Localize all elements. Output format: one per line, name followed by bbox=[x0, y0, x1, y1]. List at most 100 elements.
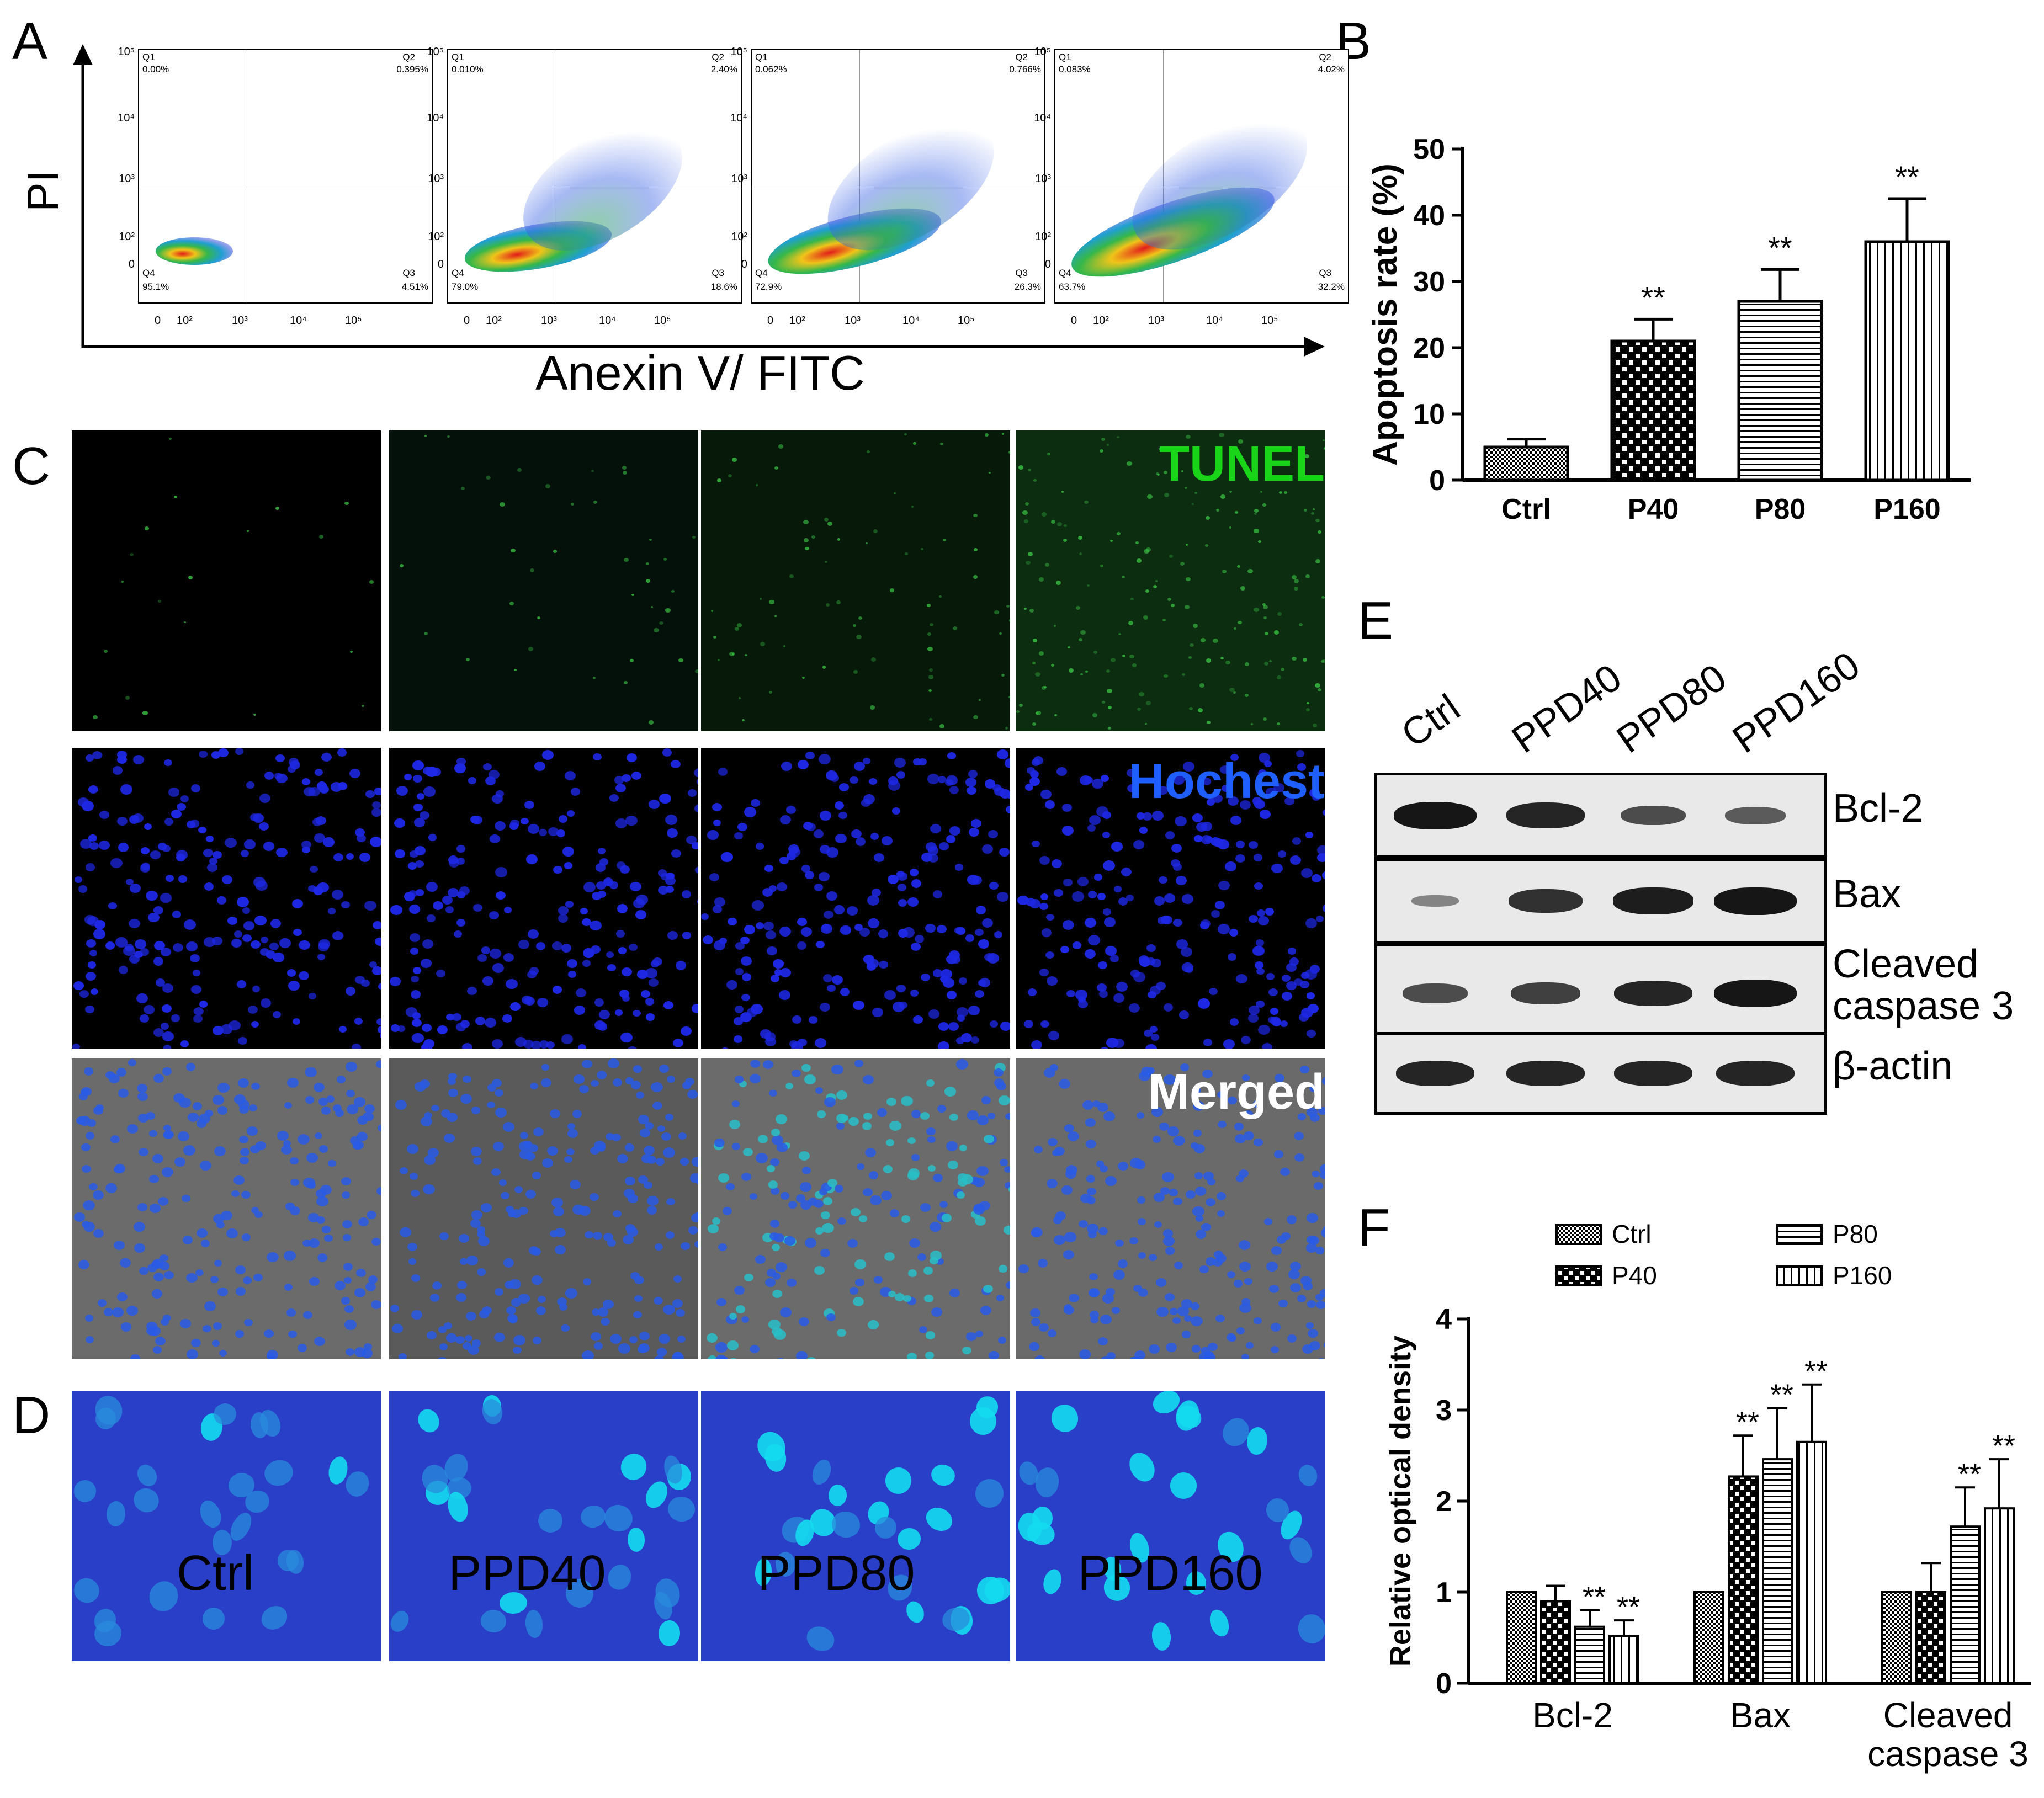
f-legend-swatch bbox=[1555, 1265, 1602, 1286]
f-bar bbox=[1728, 1475, 1759, 1684]
quadrant-q3: 26.3% bbox=[1014, 281, 1041, 292]
f-significance: ** bbox=[1617, 1590, 1640, 1624]
panel-a-y-axis-label: PI bbox=[18, 170, 67, 212]
f-y-tick-label: 3 bbox=[1436, 1395, 1452, 1427]
quadrant-q4: 79.0% bbox=[452, 281, 479, 292]
quadrant-q2-label: Q2 bbox=[1319, 52, 1331, 62]
micrograph-tunel bbox=[1016, 430, 1325, 731]
flow-plot: Q1 0.010% Q2 2.40% Q3 18.6% Q4 79.0% bbox=[447, 49, 742, 304]
quadrant-q2-label: Q2 bbox=[402, 52, 415, 62]
condition-label-ppd160: PPD160 bbox=[1077, 1546, 1263, 1601]
condition-label-ppd40: PPD40 bbox=[448, 1546, 606, 1601]
b-y-tick-label: 10 bbox=[1413, 398, 1445, 430]
b-bar bbox=[1483, 445, 1569, 482]
quadrant-q2-label: Q2 bbox=[712, 52, 724, 62]
blot-band bbox=[1614, 1060, 1692, 1087]
quadrant-q2: 2.40% bbox=[710, 64, 737, 75]
flow-y-tick: 10⁴ bbox=[730, 112, 747, 124]
flow-y-tick: 10⁴ bbox=[1034, 112, 1051, 124]
f-legend-label: P80 bbox=[1833, 1220, 1878, 1248]
f-significance: ** bbox=[1804, 1355, 1828, 1388]
blot-label: Cleaved caspase 3 bbox=[1833, 942, 2014, 1028]
flow-x-tick: 10⁵ bbox=[345, 315, 362, 327]
flow-x-tick: 10⁴ bbox=[1206, 315, 1223, 327]
f-category-label: caspase 3 bbox=[1867, 1734, 2029, 1774]
quadrant-q4-label: Q4 bbox=[755, 268, 768, 278]
f-significance: ** bbox=[1770, 1379, 1793, 1412]
b-bar bbox=[1864, 240, 1950, 482]
condition-label-ppd80: PPD80 bbox=[757, 1546, 915, 1601]
quadrant-q2: 0.395% bbox=[396, 64, 428, 75]
flow-x-tick: 10⁵ bbox=[958, 315, 975, 327]
flow-y-tick: 10³ bbox=[731, 173, 747, 185]
panel-label-c: C bbox=[12, 437, 51, 496]
panel-label-d: D bbox=[12, 1386, 51, 1445]
b-bar bbox=[1610, 339, 1696, 482]
b-category-label: P160 bbox=[1873, 493, 1940, 525]
flow-x-tick: 10² bbox=[486, 315, 502, 327]
quadrant-q2: 4.02% bbox=[1318, 64, 1345, 75]
quadrant-q1: 0.083% bbox=[1059, 64, 1091, 75]
row-label-hoechst: Hochest bbox=[1128, 754, 1325, 809]
quadrant-q4-label: Q4 bbox=[1059, 268, 1071, 278]
f-bar bbox=[1506, 1591, 1537, 1684]
f-significance: ** bbox=[1583, 1581, 1606, 1614]
blot-band bbox=[1403, 983, 1468, 1003]
f-y-tick-label: 4 bbox=[1436, 1304, 1452, 1336]
f-significance: ** bbox=[1958, 1457, 1981, 1491]
flow-y-tick: 10³ bbox=[119, 173, 135, 185]
flow-y-tick: 10³ bbox=[1035, 173, 1051, 185]
blot-band bbox=[1614, 980, 1692, 1007]
blot-label: β-actin bbox=[1833, 1044, 1953, 1088]
blot-band bbox=[1511, 982, 1580, 1004]
blot-band bbox=[1714, 887, 1797, 915]
flow-x-tick: 10² bbox=[789, 315, 805, 327]
flow-x-tick: 10² bbox=[1093, 315, 1109, 327]
micrograph-hoechst-highmag bbox=[701, 1391, 1010, 1661]
panel-a-x-axis-label: Anexin V/ FITC bbox=[535, 345, 865, 400]
blot---actin bbox=[1374, 1032, 1827, 1115]
f-bar bbox=[1950, 1525, 1981, 1684]
flow-x-tick: 10³ bbox=[845, 315, 861, 327]
quadrant-q1-label: Q1 bbox=[1059, 52, 1071, 62]
f-bar bbox=[1762, 1458, 1793, 1684]
micrograph-hoechst-highmag bbox=[389, 1391, 698, 1661]
f-bar bbox=[1881, 1591, 1912, 1684]
flow-y-tick: 0 bbox=[1044, 258, 1051, 270]
f-legend-swatch bbox=[1776, 1224, 1823, 1245]
flow-y-tick: 10² bbox=[119, 231, 135, 243]
flow-y-tick: 0 bbox=[437, 258, 444, 270]
micrograph-tunel bbox=[72, 430, 381, 731]
quadrant-q3: 32.2% bbox=[1318, 281, 1345, 292]
flow-x-tick: 0 bbox=[767, 315, 774, 327]
panel-label-e: E bbox=[1358, 591, 1394, 650]
blot-band bbox=[1506, 802, 1585, 828]
f-bar bbox=[1693, 1591, 1724, 1684]
flow-x-tick: 0 bbox=[464, 315, 470, 327]
blot-band bbox=[1506, 1060, 1585, 1087]
f-legend-label: P40 bbox=[1612, 1261, 1657, 1290]
flow-y-tick: 0 bbox=[128, 258, 135, 270]
blot-bax bbox=[1374, 858, 1827, 944]
flow-x-tick: 0 bbox=[155, 315, 161, 327]
b-significance: ** bbox=[1895, 159, 1919, 194]
panel-f-chart: 0 1 2 3 4 Relative optical density Ctrl P40 P80 P… bbox=[1384, 1220, 2031, 1774]
flow-y-tick: 10⁴ bbox=[118, 112, 135, 124]
condition-label-ctrl: Ctrl bbox=[177, 1546, 254, 1601]
flow-x-tick: 0 bbox=[1071, 315, 1077, 327]
b-y-tick-label: 20 bbox=[1413, 332, 1445, 364]
flow-y-tick: 10³ bbox=[428, 173, 444, 185]
b-y-axis-label: Apoptosis rate (%) bbox=[1366, 163, 1404, 466]
quadrant-q4: 72.9% bbox=[755, 281, 782, 292]
f-significance: ** bbox=[1992, 1429, 2015, 1462]
panel-b-chart: 0 10 20 30 40 50 Apoptosis rate (%) Ctrl ** P40 **… bbox=[1366, 134, 1971, 525]
flow-x-tick: 10⁵ bbox=[1261, 315, 1278, 327]
f-category-label: Cleaved bbox=[1883, 1695, 2013, 1735]
blot-band bbox=[1396, 1060, 1474, 1087]
f-bar bbox=[1608, 1635, 1639, 1685]
flow-x-tick: 10⁴ bbox=[902, 315, 920, 327]
f-bar bbox=[1984, 1507, 2015, 1684]
b-significance: ** bbox=[1768, 230, 1792, 265]
micrograph-merged bbox=[72, 1058, 381, 1359]
row-label-merged: Merged bbox=[1148, 1065, 1325, 1120]
